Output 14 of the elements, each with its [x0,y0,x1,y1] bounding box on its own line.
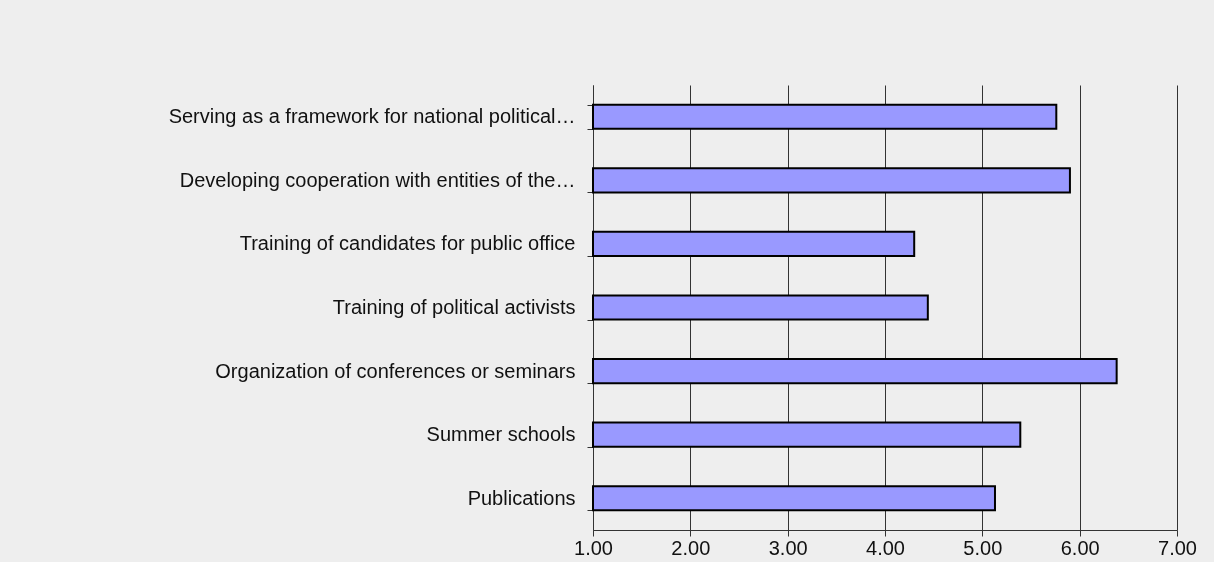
x-tick-label: 4.00 [866,536,905,559]
x-tick-label: 1.00 [574,536,613,559]
x-tick-label: 2.00 [671,536,711,559]
y-tick-label: Publications [467,486,576,509]
x-tick-label: 5.00 [963,536,1003,559]
y-tick-label: Serving as a framework for national political… [168,105,576,128]
x-tick-label: 7.00 [1158,536,1197,559]
y-tick-label: Training of candidates for public office [239,232,576,255]
y-tick-label: Developing cooperation with entities of the… [179,168,576,191]
x-tick-label: 6.00 [1060,536,1100,559]
y-tick-label: Training of political activists [332,296,576,318]
x-tick-label: 3.00 [768,536,808,559]
y-tick-label: Summer schools [426,423,576,446]
y-tick-label: Organization of conferences or seminars [215,359,576,382]
